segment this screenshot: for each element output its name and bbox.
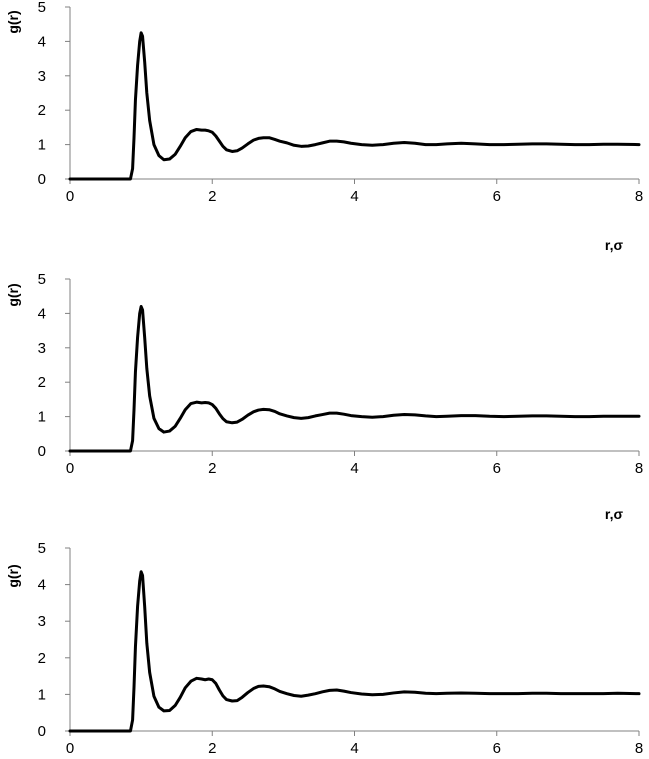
y-tick-label: 0 — [38, 171, 46, 188]
x-axis-title: r,σ — [605, 506, 624, 522]
y-axis-title: g(r) — [5, 283, 21, 306]
x-tick-label: 8 — [635, 460, 643, 477]
y-tick-label: 0 — [38, 443, 46, 460]
x-tick-label: 2 — [208, 740, 216, 757]
x-tick-label: 6 — [493, 740, 501, 757]
x-tick-label: 0 — [66, 740, 74, 757]
y-tick-label: 0 — [38, 723, 46, 740]
chart-panel-1: 0 1 2 3 4 5 0 2 4 6 8 g(r) r,σ — [5, 0, 643, 253]
chart-panel-3: 0 1 2 3 4 5 0 2 4 6 8 g(r) — [5, 540, 643, 757]
series-line-gr — [68, 31, 641, 181]
x-tick-label: 4 — [350, 740, 358, 757]
y-tick-label: 2 — [38, 102, 46, 119]
y-axis-title: g(r) — [5, 564, 21, 587]
x-tick-label: 4 — [350, 188, 358, 205]
y-tick-label: 3 — [38, 613, 46, 630]
y-tick-label: 5 — [38, 540, 46, 557]
x-tick-label: 8 — [635, 188, 643, 205]
x-tick-label: 6 — [493, 460, 501, 477]
chart-panel-2: 0 1 2 3 4 5 0 2 4 6 8 g(r) r,σ — [5, 271, 643, 522]
y-tick-label: 4 — [38, 305, 46, 322]
y-tick-label: 2 — [38, 650, 46, 667]
x-tick-label: 0 — [66, 460, 74, 477]
x-tick-label: 8 — [635, 740, 643, 757]
y-tick-label: 3 — [38, 340, 46, 357]
y-tick-label: 1 — [38, 409, 46, 426]
x-tick-label: 4 — [350, 460, 358, 477]
y-tick-label: 3 — [38, 68, 46, 85]
y-tick-label: 5 — [38, 271, 46, 288]
x-tick-label: 0 — [66, 188, 74, 205]
series-line-gr — [68, 570, 641, 733]
y-tick-label: 4 — [38, 577, 46, 594]
x-tick-label: 2 — [208, 460, 216, 477]
series-line-gr — [68, 305, 641, 453]
x-axis-title: r,σ — [605, 237, 624, 253]
x-tick-label: 6 — [493, 188, 501, 205]
y-tick-label: 5 — [38, 0, 46, 16]
x-tick-label: 2 — [208, 188, 216, 205]
y-tick-label: 1 — [38, 137, 46, 154]
y-axis-title: g(r) — [5, 10, 21, 33]
y-tick-label: 1 — [38, 686, 46, 703]
y-tick-label: 4 — [38, 33, 46, 50]
y-tick-label: 2 — [38, 374, 46, 391]
